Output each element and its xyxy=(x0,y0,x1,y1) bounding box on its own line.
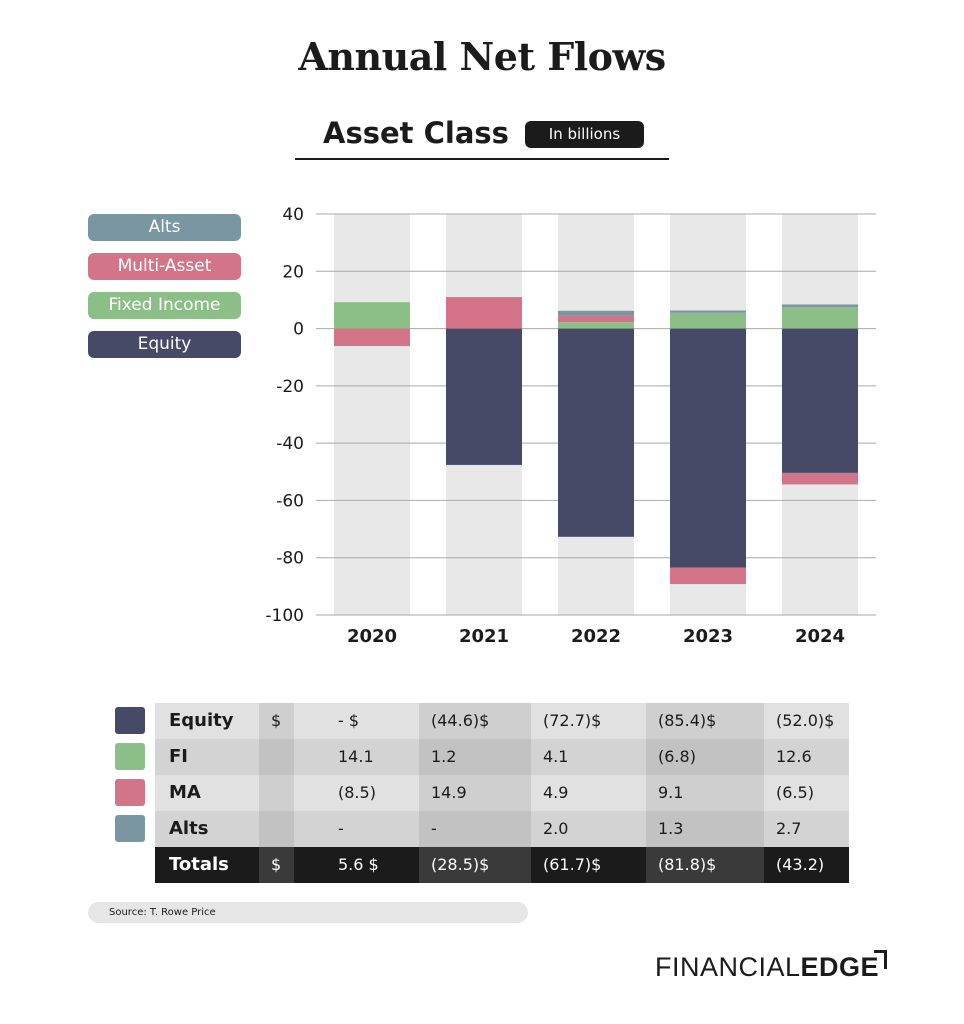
y-tick-label: 40 xyxy=(282,205,304,225)
bar-segment-multi-asset-2023 xyxy=(670,567,746,585)
bar-segment-multi-asset-2024 xyxy=(782,472,858,485)
brand-text-edge: EDGE xyxy=(800,952,880,982)
table-cell: 1.3 xyxy=(646,811,764,847)
legend-item-multi-asset: Multi-Asset xyxy=(88,253,241,280)
brand-text-financial: FINANCIAL xyxy=(655,952,801,982)
y-tick-label: 0 xyxy=(293,320,304,340)
table-cell: 2.7 xyxy=(764,811,849,847)
chart-subtitle: Asset Class xyxy=(323,116,509,150)
brand-logo: FINANCIALEDGE xyxy=(655,950,888,988)
table-cell: (72.7)$ xyxy=(531,703,646,739)
table-cell: 5.6 $ xyxy=(294,847,419,883)
table-cell: - xyxy=(294,811,419,847)
y-tick-label: -20 xyxy=(276,377,304,397)
bar-segment-multi-asset-2021 xyxy=(446,297,522,329)
y-tick-label: -60 xyxy=(276,491,304,511)
table-cell: 9.1 xyxy=(646,775,764,811)
table-row-swatch xyxy=(115,815,145,842)
unit-badge: In billions xyxy=(525,121,644,148)
table-row-label: Totals xyxy=(155,847,259,883)
table-cell xyxy=(259,811,294,847)
table-cell: (43.2) xyxy=(764,847,849,883)
y-tick-label: -100 xyxy=(265,606,304,626)
legend-item-equity: Equity xyxy=(88,331,241,358)
table-cell: (6.8) xyxy=(646,739,764,775)
x-tick-label: 2024 xyxy=(795,626,845,647)
legend: Alts Multi-Asset Fixed Income Equity xyxy=(88,214,241,370)
table-cell: 14.9 xyxy=(419,775,531,811)
x-tick-label: 2022 xyxy=(571,626,621,647)
table-cell: - xyxy=(419,811,531,847)
table-cell xyxy=(259,739,294,775)
table-cell: (44.6)$ xyxy=(419,703,531,739)
table-cell: $ xyxy=(259,847,294,883)
bar-segment-fixed-income-2024 xyxy=(782,307,858,329)
bar-segment-fixed-income-2023 xyxy=(670,312,746,329)
table-cell: - $ xyxy=(294,703,419,739)
bar-segment-multi-asset-2020 xyxy=(334,328,410,347)
table-cell xyxy=(259,775,294,811)
bar-segment-equity-2023 xyxy=(670,328,746,568)
bar-segment-alts-2024 xyxy=(782,304,858,308)
table-row-label: MA xyxy=(155,775,259,811)
table-cell: $ xyxy=(259,703,294,739)
x-tick-label: 2023 xyxy=(683,626,733,647)
column-background-2020 xyxy=(334,214,410,615)
table-cell: 4.9 xyxy=(531,775,646,811)
table-cell: (8.5) xyxy=(294,775,419,811)
table-cell: (28.5)$ xyxy=(419,847,531,883)
bar-segment-alts-2023 xyxy=(670,310,746,313)
bar-segment-equity-2022 xyxy=(558,328,634,537)
table-row-swatch xyxy=(115,779,145,806)
page-title: Annual Net Flows xyxy=(298,34,666,79)
table-cell: (85.4)$ xyxy=(646,703,764,739)
x-tick-label: 2020 xyxy=(347,626,397,647)
y-tick-label: 20 xyxy=(282,262,304,282)
table-cell: (61.7)$ xyxy=(531,847,646,883)
brand-corner-mark xyxy=(874,950,888,969)
table-cell: 1.2 xyxy=(419,739,531,775)
source-note: Source: T. Rowe Price xyxy=(88,902,528,923)
table-cell: 14.1 xyxy=(294,739,419,775)
bar-segment-alts-2022 xyxy=(558,310,634,316)
bar-segment-equity-2021 xyxy=(446,328,522,465)
table-row-swatch xyxy=(115,707,145,734)
legend-item-alts: Alts xyxy=(88,214,241,241)
table-cell: 4.1 xyxy=(531,739,646,775)
stacked-bar-chart: 40 20 0 -20 -40 -60 -80 -100 2020 2021 2022 2023 202… xyxy=(265,205,876,647)
table-row-label: FI xyxy=(155,739,259,775)
table-row-label: Alts xyxy=(155,811,259,847)
table-cell: (6.5) xyxy=(764,775,849,811)
x-tick-label: 2021 xyxy=(459,626,509,647)
table-cell: 12.6 xyxy=(764,739,849,775)
legend-item-fixed-income: Fixed Income xyxy=(88,292,241,319)
table-cell: 2.0 xyxy=(531,811,646,847)
y-tick-label: -40 xyxy=(276,434,304,454)
bar-segment-multi-asset-2022 xyxy=(558,315,634,323)
bar-segment-fixed-income-2022 xyxy=(558,322,634,329)
table-row-swatch xyxy=(115,743,145,770)
table-cell: (52.0)$ xyxy=(764,703,849,739)
subtitle-block: Asset Class In billions xyxy=(295,116,669,160)
bar-segment-fixed-income-2020 xyxy=(334,302,410,329)
bar-segment-equity-2024 xyxy=(782,328,858,473)
y-tick-label: -80 xyxy=(276,549,304,569)
table-row-label: Equity xyxy=(155,703,259,739)
table-cell: (81.8)$ xyxy=(646,847,764,883)
